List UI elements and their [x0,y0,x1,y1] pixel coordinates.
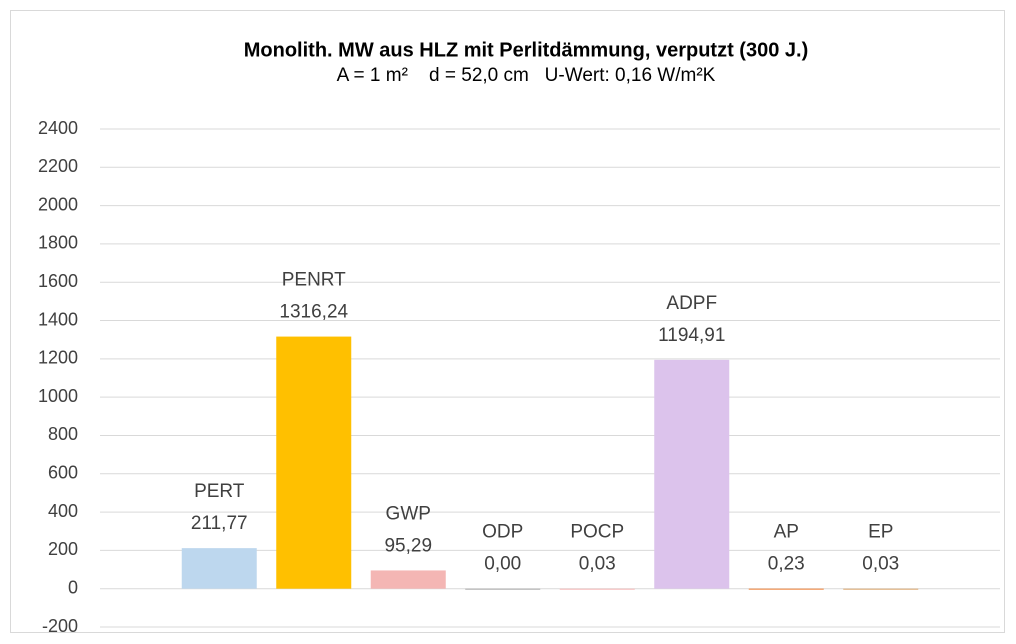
data-label: 1194,91 [658,325,725,346]
bar [559,588,635,590]
data-label: 1316,24 [279,302,348,323]
y-tick-label: 1000 [38,386,78,406]
y-tick-label: 200 [48,539,78,559]
data-label-category: EP [868,522,893,543]
data-label-category: GWP [386,503,431,524]
y-tick-label: 1400 [38,309,78,329]
data-label-category: PERT [194,481,245,502]
chart-subtitle: A = 1 m² d = 52,0 cm U-Wert: 0,16 W/m²K [337,65,716,86]
bar [843,588,919,590]
data-label: 211,77 [191,513,248,534]
y-tick-label: 1800 [38,233,78,253]
bar [654,359,730,589]
y-tick-label: 1600 [38,271,78,291]
data-label: 0,03 [862,554,899,575]
bar [465,588,541,590]
data-label-category: PENRT [282,270,346,291]
data-label: 95,29 [384,535,432,556]
y-tick-label: 400 [48,501,78,521]
y-tick-label: 0 [68,577,78,597]
y-tick-label: 800 [48,424,78,444]
y-tick-label: 1200 [38,348,78,368]
data-label-category: ODP [482,522,523,543]
y-tick-label: 2200 [38,156,78,176]
bar [181,548,257,589]
data-label: 0,03 [579,554,616,575]
data-label-category: ADPF [666,293,717,314]
bar [276,336,352,589]
data-label: 0,00 [484,554,521,575]
chart-frame [10,10,1005,633]
y-tick-label: 2400 [38,118,78,138]
data-label-category: AP [774,522,799,543]
bar [748,588,824,590]
y-tick-label: 600 [48,463,78,483]
chart-title: Monolith. MW aus HLZ mit Perlitdämmung, … [244,39,808,61]
data-label-category: POCP [570,522,624,543]
y-tick-label: 2000 [38,194,78,214]
bar [370,570,446,589]
y-tick-label: -200 [42,616,78,636]
data-label: 0,23 [768,554,805,575]
